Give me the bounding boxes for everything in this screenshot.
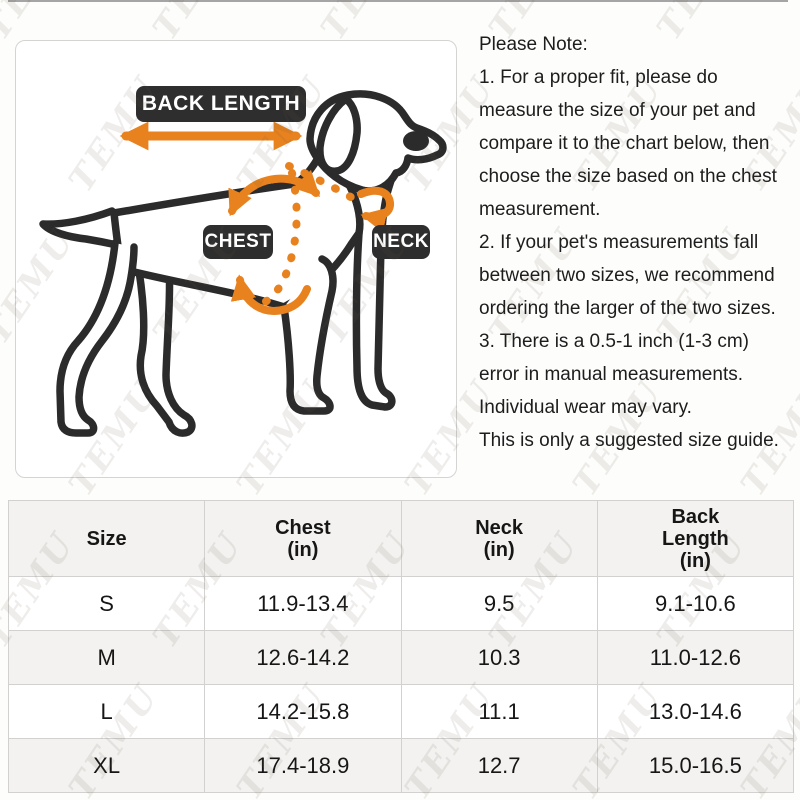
cell-back-length: 11.0-12.6: [596, 630, 795, 685]
chest-girth-dashes: [252, 169, 301, 311]
col-header-chest: Chest (in): [204, 500, 402, 577]
note-line: choose the size based on the chest: [479, 166, 777, 187]
dog-near-front-leg-fill: [284, 259, 333, 411]
note-line: measure the size of your pet and: [479, 100, 756, 121]
neck-arrow: [357, 186, 394, 233]
note-line: error in manual measurements.: [479, 364, 743, 385]
table-row-s: S 11.9-13.4 9.5 9.1-10.6: [7, 576, 795, 631]
cell-chest: 11.9-13.4: [204, 576, 402, 631]
cell-neck: 11.1: [400, 684, 598, 739]
note-line: 2. If your pet's measurements fall: [479, 232, 759, 253]
cell-back-length: 15.0-16.5: [596, 738, 795, 793]
neck-girth-dashes: [285, 162, 358, 203]
col-header-neck: Neck (in): [400, 500, 598, 577]
dog-far-rear-leg: [132, 249, 196, 437]
cell-size: M: [7, 630, 206, 685]
cell-neck: 9.5: [400, 576, 598, 631]
cell-chest: 17.4-18.9: [204, 738, 402, 793]
top-divider: [8, 0, 788, 2]
dog-near-rear-leg: [56, 239, 138, 437]
size-chart-table: Size Chest (in) Neck (in) Back Length (in) S…: [7, 500, 795, 793]
cell-back-length: 13.0-14.6: [596, 684, 795, 739]
note-line: measurement.: [479, 199, 601, 220]
note-line: 1. For a proper fit, please do: [479, 67, 718, 88]
cell-back-length: 9.1-10.6: [596, 576, 795, 631]
note-line: This is only a suggested size guide.: [479, 430, 779, 451]
note-line: 3. There is a 0.5-1 inch (1-3 cm): [479, 331, 749, 352]
note-text: Please Note: 1. For a proper fit, please…: [479, 28, 799, 457]
cell-neck: 12.7: [400, 738, 598, 793]
dog-tail: [39, 207, 121, 249]
note-line: compare it to the chart below, then: [479, 133, 770, 154]
cell-neck: 10.3: [400, 630, 598, 685]
table-row-xl: XL 17.4-18.9 12.7 15.0-16.5: [7, 738, 795, 793]
note-line: ordering the larger of the two sizes.: [479, 298, 776, 319]
cell-size: S: [7, 576, 206, 631]
note-title: Please Note:: [479, 34, 588, 55]
cell-size: XL: [7, 738, 206, 793]
back-length-label: BACK LENGTH: [136, 86, 306, 122]
header-row: Size Chest (in) Neck (in) Back Length (in): [7, 500, 795, 577]
note-line: between two sizes, we recommend: [479, 265, 775, 286]
dog-near-front-leg: [280, 255, 337, 415]
cell-size: L: [7, 684, 206, 739]
chest-label: CHEST: [203, 225, 273, 259]
cell-chest: 12.6-14.2: [204, 630, 402, 685]
dog-ear: [316, 95, 361, 175]
col-header-back-length: Back Length (in): [596, 500, 795, 577]
chest-arrow: [230, 274, 311, 315]
dog-near-rear-leg-fill: [60, 243, 134, 433]
col-header-size: Size: [7, 500, 206, 577]
table-row-l: L 14.2-15.8 11.1 13.0-14.6: [7, 684, 795, 739]
dog-diagram-box: BACK LENGTH CHEST NECK: [15, 40, 457, 478]
neck-label: NECK: [372, 225, 430, 259]
dog-nose: [403, 131, 429, 151]
note-line: Individual wear may vary.: [479, 397, 692, 418]
shoulder-girth-arrow: [228, 169, 321, 217]
cell-chest: 14.2-15.8: [204, 684, 402, 739]
table-row-m: M 12.6-14.2 10.3 11.0-12.6: [7, 630, 795, 685]
